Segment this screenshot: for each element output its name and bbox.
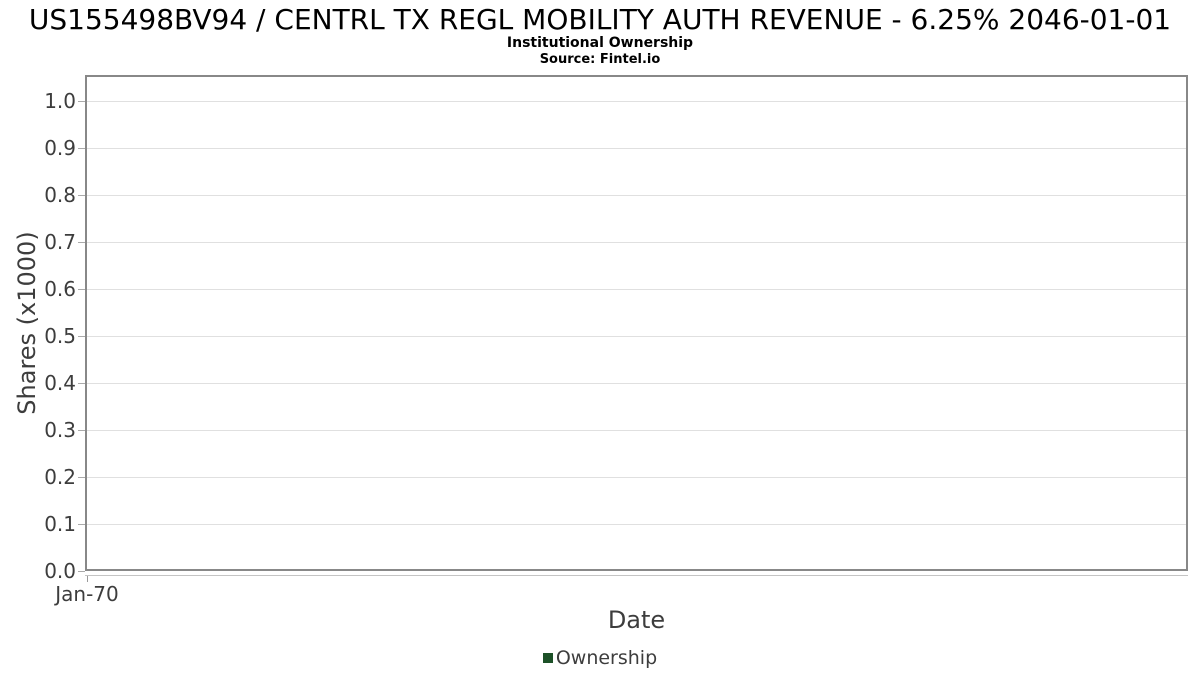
chart-source: Source: Fintel.io xyxy=(539,52,661,67)
x-tick-label: Jan-70 xyxy=(55,582,119,606)
chart-title: US155498BV94 / CENTRL TX REGL MOBILITY A… xyxy=(28,3,1172,36)
y-tick-mark xyxy=(78,289,85,290)
gridline xyxy=(87,524,1186,525)
gridline xyxy=(87,148,1186,149)
legend-item-ownership[interactable]: Ownership xyxy=(542,647,658,669)
y-tick-mark xyxy=(78,195,85,196)
y-tick-mark xyxy=(78,148,85,149)
y-tick-label: 0.4 xyxy=(44,371,76,395)
y-tick-mark xyxy=(78,336,85,337)
x-axis-line xyxy=(85,575,1188,576)
y-tick-label: 0.1 xyxy=(44,512,76,536)
y-tick-label: 0.5 xyxy=(44,324,76,348)
y-tick-label: 0.7 xyxy=(44,230,76,254)
y-tick-label: 0.9 xyxy=(44,136,76,160)
y-tick-mark xyxy=(78,524,85,525)
y-tick-label: 0.6 xyxy=(44,277,76,301)
y-tick-label: 0.3 xyxy=(44,418,76,442)
y-tick-label: 1.0 xyxy=(44,89,76,113)
gridline xyxy=(87,195,1186,196)
gridline xyxy=(87,242,1186,243)
gridline xyxy=(87,336,1186,337)
gridline xyxy=(87,289,1186,290)
y-tick-mark xyxy=(78,242,85,243)
gridline xyxy=(87,101,1186,102)
chart-subtitle: Institutional Ownership xyxy=(506,35,694,51)
y-tick-label: 0.0 xyxy=(44,559,76,583)
legend-label-ownership: Ownership xyxy=(555,647,658,669)
x-tick-mark xyxy=(87,576,88,582)
y-tick-mark xyxy=(78,571,85,572)
y-tick-mark xyxy=(78,101,85,102)
legend: Ownership xyxy=(0,647,1200,669)
gridline xyxy=(87,383,1186,384)
gridline xyxy=(87,430,1186,431)
y-tick-label: 0.2 xyxy=(44,465,76,489)
y-tick-mark xyxy=(78,430,85,431)
ownership-series-swatch xyxy=(542,653,553,663)
gridline xyxy=(87,477,1186,478)
y-tick-mark xyxy=(78,477,85,478)
x-axis-label: Date xyxy=(607,606,666,634)
y-tick-label: 0.8 xyxy=(44,183,76,207)
plot-area xyxy=(85,75,1188,571)
y-tick-mark xyxy=(78,383,85,384)
